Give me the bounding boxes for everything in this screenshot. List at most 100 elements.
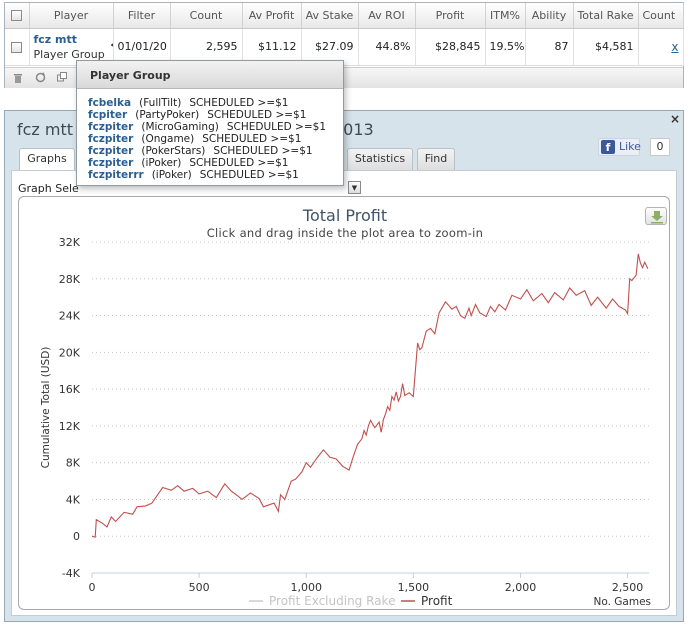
chart-title: Total Profit xyxy=(302,206,387,225)
y-tick-label: -4K xyxy=(62,567,81,580)
column-header-count-2[interactable]: Count xyxy=(638,3,684,29)
player-account-status: SCHEDULED >=$1 xyxy=(202,133,302,145)
tab-find[interactable]: Find xyxy=(417,148,455,170)
x-tick-label: 1,500 xyxy=(398,581,430,594)
total-rake-cell: $4,581 xyxy=(573,28,639,66)
y-tick-label: 12K xyxy=(59,420,81,433)
player-account-status: SCHEDULED >=$1 xyxy=(189,157,289,169)
tab-graphs-label: Graphs xyxy=(27,152,67,165)
tab-statistics-label: Statistics xyxy=(354,152,406,165)
profit-series-line xyxy=(91,253,649,538)
tab-statistics[interactable]: Statistics xyxy=(347,148,413,170)
player-account-name[interactable]: fcpiter xyxy=(88,109,128,121)
player-group-list: fcbelka (FullTilt) SCHEDULED >=$1 fcpiter (P… xyxy=(88,97,326,181)
y-tick-label: 24K xyxy=(59,310,81,323)
y-tick-label: 4K xyxy=(66,493,81,506)
player-account-name[interactable]: fczpiter xyxy=(88,145,134,157)
ability-cell: 87 xyxy=(525,28,574,66)
column-header-count[interactable]: Count xyxy=(170,3,243,29)
player-account-status: SCHEDULED >=$1 xyxy=(207,109,307,121)
list-item[interactable]: fczpiter (MicroGaming) SCHEDULED >=$1 xyxy=(88,121,326,133)
player-account-site: (PartyPoker) xyxy=(135,109,200,121)
count-cell: 2,595 xyxy=(170,28,243,66)
list-item[interactable]: fczpiter (PokerStars) SCHEDULED >=$1 xyxy=(88,145,326,157)
profit-cell: $28,845 xyxy=(415,28,486,66)
player-cell[interactable]: fcz mtt Player Group xyxy=(29,28,114,66)
x-tick-label: 1,000 xyxy=(290,581,322,594)
player-account-name[interactable]: fczpiter xyxy=(88,157,134,169)
player-account-site: (Ongame) xyxy=(141,133,195,145)
like-label: Like xyxy=(619,140,641,153)
row-link[interactable]: x xyxy=(671,39,679,54)
player-account-status: SCHEDULED >=$1 xyxy=(226,121,327,133)
av-profit-cell: $11.12 xyxy=(242,28,302,66)
x-tick-label: 2,000 xyxy=(505,581,537,594)
list-item[interactable]: fczpiterrr (iPoker) SCHEDULED >=$1 xyxy=(88,169,326,181)
legend-item-profit-excluding-rake[interactable]: Profit Excluding Rake xyxy=(269,594,395,608)
y-tick-label: 20K xyxy=(59,346,81,359)
select-all-checkbox[interactable] xyxy=(11,10,23,22)
player-grid: Player Filter Count Av Profit Av Stake A… xyxy=(5,3,684,66)
graphs-tab-content: Graph Sele ▼ Total Profit Click and drag … xyxy=(11,170,677,616)
trash-icon[interactable] xyxy=(13,72,23,83)
tab-find-label: Find xyxy=(424,152,448,165)
player-type-label: Player Group xyxy=(33,47,105,61)
export-chart-button[interactable] xyxy=(645,207,667,225)
row-checkbox[interactable] xyxy=(11,41,23,53)
player-account-site: (iPoker) xyxy=(141,157,182,169)
poker-hat-icon xyxy=(110,43,112,46)
y-tick-label: 8K xyxy=(66,457,81,470)
list-item[interactable]: fcpiter (PartyPoker) SCHEDULED >=$1 xyxy=(88,109,326,121)
player-account-status: SCHEDULED >=$1 xyxy=(199,169,299,181)
list-item[interactable]: fcbelka (FullTilt) SCHEDULED >=$1 xyxy=(88,97,326,109)
like-count: 0 xyxy=(650,138,670,156)
y-tick-label: 0 xyxy=(73,530,80,543)
row-action-cell[interactable]: x xyxy=(638,28,684,66)
player-account-status: SCHEDULED >=$1 xyxy=(189,97,289,109)
graph-select-dropdown[interactable]: ▼ xyxy=(348,181,361,194)
y-tick-label: 28K xyxy=(59,273,81,286)
av-roi-cell: 44.8% xyxy=(358,28,416,66)
select-all-header[interactable] xyxy=(5,3,30,29)
facebook-f-icon: f xyxy=(601,140,615,154)
column-header-player[interactable]: Player xyxy=(29,3,114,29)
close-icon[interactable]: × xyxy=(669,112,680,126)
x-tick-label: 2,500 xyxy=(612,581,644,594)
y-tick-label: 16K xyxy=(59,383,81,396)
column-header-filter[interactable]: Filter xyxy=(113,3,171,29)
itm-cell: 19.5% xyxy=(485,28,526,66)
legend-item-profit[interactable]: Profit xyxy=(421,594,453,608)
window-title: fcz mtt ( xyxy=(17,120,85,139)
list-item[interactable]: fczpiter (iPoker) SCHEDULED >=$1 xyxy=(88,157,326,169)
column-header-itm[interactable]: ITM% xyxy=(485,3,526,29)
player-account-site: (PokerStars) xyxy=(141,145,206,157)
player-account-site: (MicroGaming) xyxy=(141,121,219,133)
player-account-name[interactable]: fczpiterrr xyxy=(88,169,144,181)
graph-select-label: Graph Sele xyxy=(18,182,79,195)
player-account-status: SCHEDULED >=$1 xyxy=(213,145,313,157)
facebook-like-button[interactable]: f Like xyxy=(598,138,641,156)
table-row[interactable]: fcz mtt Player Group 01/01/20 2,595 $11.… xyxy=(5,28,684,66)
column-header-av-stake[interactable]: Av Stake xyxy=(301,3,359,29)
player-group-popup: Player Group fcbelka (FullTilt) SCHEDULED … xyxy=(76,60,344,186)
total-profit-chart[interactable]: Total Profit Click and drag inside the pl… xyxy=(18,196,670,610)
column-header-profit[interactable]: Profit xyxy=(415,3,486,29)
player-account-name[interactable]: fczpiter xyxy=(88,121,134,133)
column-header-av-roi[interactable]: Av ROI xyxy=(358,3,416,29)
download-icon xyxy=(651,211,663,224)
list-item[interactable]: fczpiter (Ongame) SCHEDULED >=$1 xyxy=(88,133,326,145)
column-header-av-profit[interactable]: Av Profit xyxy=(242,3,302,29)
player-account-name[interactable]: fczpiter xyxy=(88,133,134,145)
x-tick-label: 0 xyxy=(89,581,96,594)
tab-graphs[interactable]: Graphs xyxy=(19,148,75,172)
column-header-total-rake[interactable]: Total Rake xyxy=(573,3,639,29)
row-select-cell[interactable] xyxy=(5,28,30,66)
refresh-icon[interactable] xyxy=(35,72,46,83)
x-tick-label: 500 xyxy=(189,581,210,594)
player-account-name[interactable]: fcbelka xyxy=(88,97,132,109)
chart-subtitle: Click and drag inside the plot area to z… xyxy=(207,226,484,240)
copy-icon[interactable] xyxy=(57,72,68,83)
player-name-link[interactable]: fcz mtt xyxy=(33,32,78,46)
column-header-ability[interactable]: Ability xyxy=(525,3,574,29)
